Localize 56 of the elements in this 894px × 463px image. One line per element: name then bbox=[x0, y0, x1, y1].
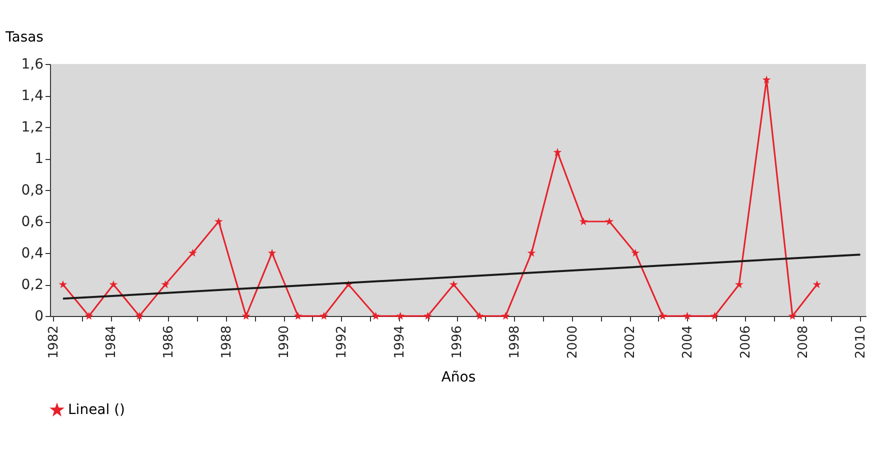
point bbox=[109, 280, 118, 288]
x-tick-label: 2002 bbox=[623, 326, 638, 359]
x-tick-label: 1986 bbox=[162, 326, 177, 359]
point bbox=[242, 312, 250, 320]
x-tick-label: 2006 bbox=[738, 326, 754, 359]
point bbox=[683, 312, 692, 320]
point bbox=[84, 312, 94, 320]
point bbox=[658, 312, 667, 320]
y-axis-title: Tasas bbox=[4, 30, 44, 46]
point bbox=[396, 312, 405, 320]
point bbox=[135, 312, 144, 320]
x-tick-label: 2010 bbox=[854, 326, 869, 359]
point bbox=[605, 217, 614, 226]
point bbox=[268, 248, 276, 257]
y-tick-label: 1,2 bbox=[21, 120, 44, 136]
y-tick-label: 0,6 bbox=[21, 214, 44, 230]
point bbox=[161, 280, 170, 288]
point bbox=[58, 280, 68, 288]
point bbox=[449, 280, 458, 288]
x-tick-label: 2004 bbox=[680, 326, 696, 359]
y-tick-label: 0,2 bbox=[21, 277, 44, 293]
point bbox=[631, 248, 640, 257]
point bbox=[527, 248, 536, 257]
point bbox=[579, 217, 588, 226]
y-tick-label: 0,4 bbox=[21, 246, 44, 262]
x-tick-label: 1998 bbox=[508, 326, 523, 359]
legend-label: Lineal () bbox=[68, 402, 126, 418]
x-tick-label: 1996 bbox=[450, 326, 466, 359]
point bbox=[553, 148, 562, 156]
x-tick-label: 2008 bbox=[796, 326, 812, 359]
point bbox=[214, 217, 223, 226]
x-tick-label: 1982 bbox=[46, 326, 62, 359]
point bbox=[424, 312, 432, 320]
x-tick-label: 1988 bbox=[219, 326, 234, 359]
point bbox=[734, 280, 744, 288]
x-tick-label: 1984 bbox=[104, 326, 120, 359]
point bbox=[812, 280, 822, 288]
point bbox=[294, 312, 302, 320]
point bbox=[501, 312, 510, 320]
x-tick-label: 2000 bbox=[565, 326, 580, 359]
x-axis-title: Años bbox=[441, 370, 476, 386]
y-tick-label: 0 bbox=[34, 308, 44, 324]
point bbox=[710, 312, 719, 320]
y-tick-label: 0,8 bbox=[21, 182, 44, 198]
x-tick-label: 1992 bbox=[334, 326, 350, 359]
point bbox=[788, 312, 797, 320]
y-tick-label: 1 bbox=[34, 151, 44, 167]
point bbox=[188, 248, 197, 257]
x-tick-label: 1990 bbox=[277, 326, 292, 359]
point bbox=[762, 76, 771, 84]
y-tick-label: 1,6 bbox=[21, 56, 44, 72]
x-tick-label: 1994 bbox=[392, 326, 408, 359]
point bbox=[475, 312, 484, 320]
y-tick-label: 1,4 bbox=[21, 88, 44, 104]
point bbox=[372, 312, 380, 320]
point bbox=[320, 312, 328, 320]
